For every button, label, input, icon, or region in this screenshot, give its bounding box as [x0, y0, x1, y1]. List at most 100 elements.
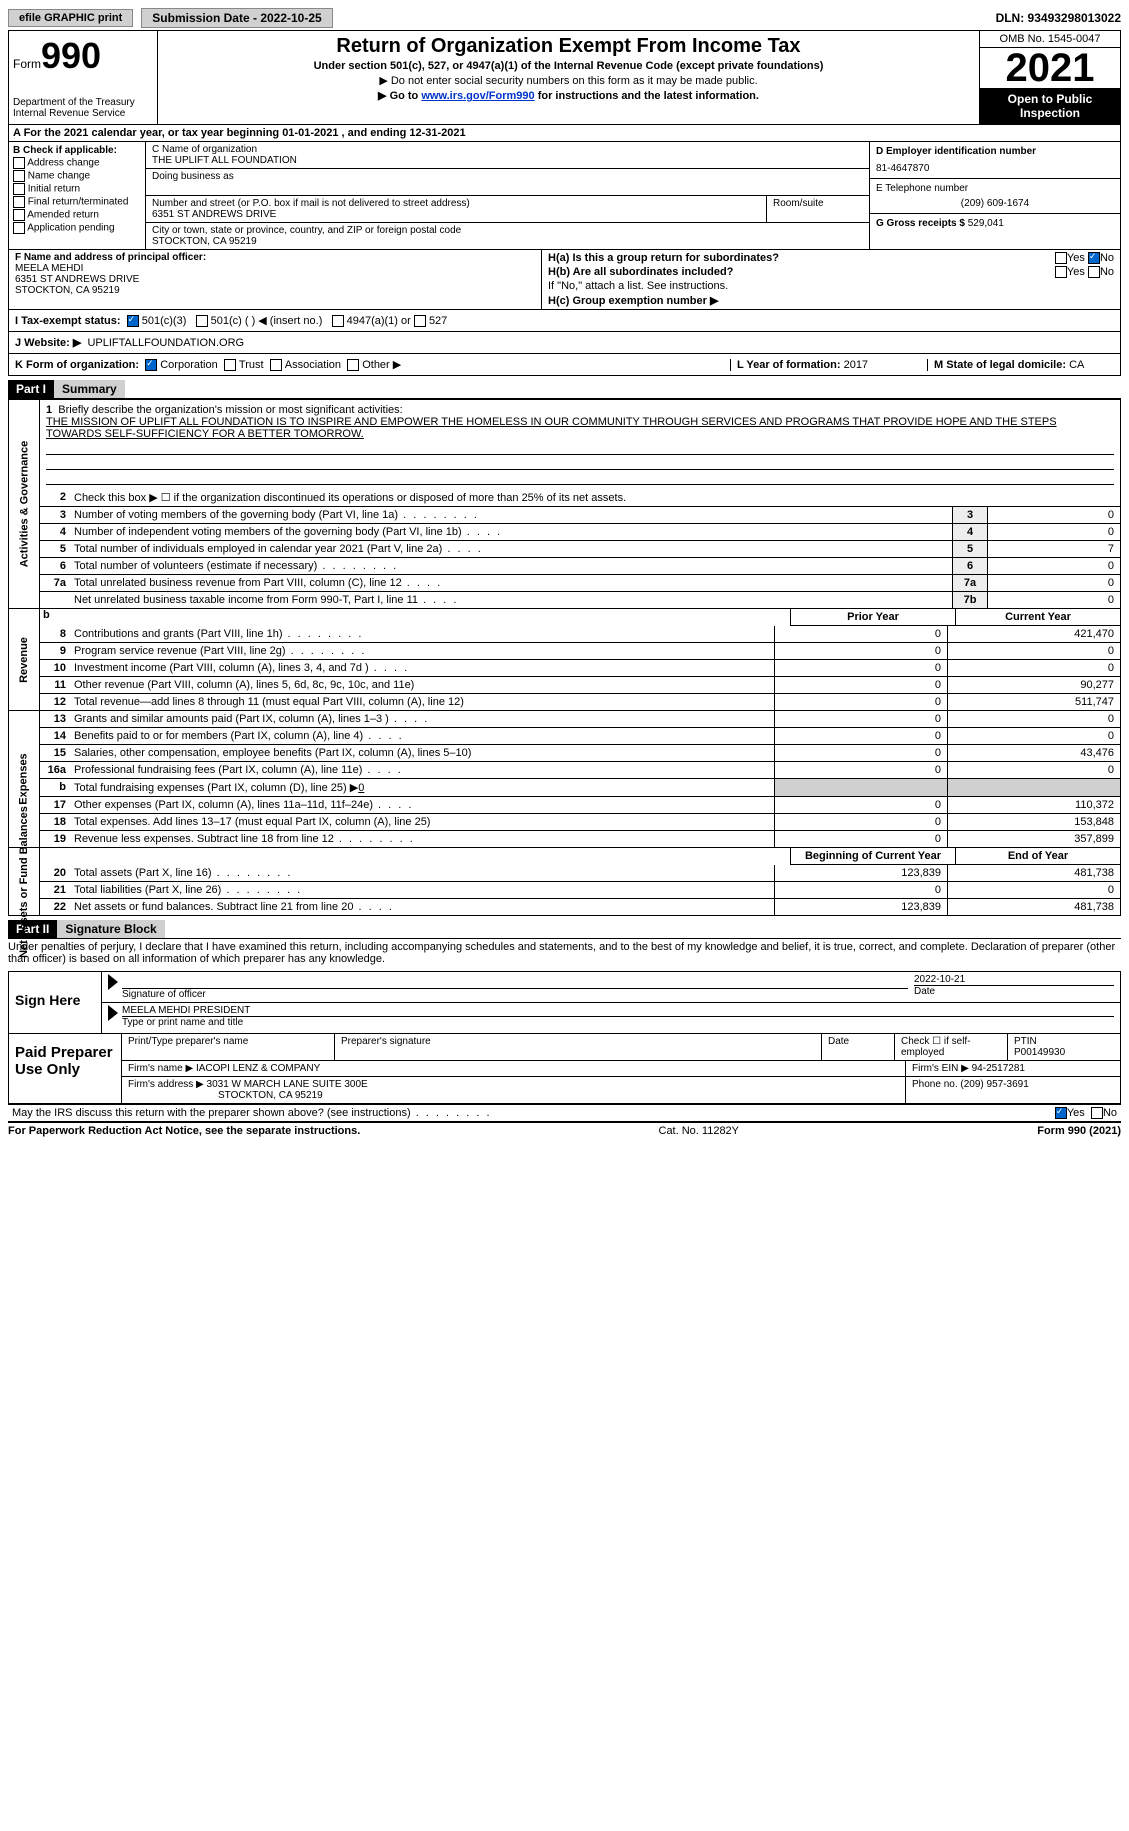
ha-yes-checkbox[interactable]: [1055, 252, 1067, 264]
line8-curr: 421,470: [947, 626, 1120, 642]
net-assets-section: Net Assets or Fund Balances Beginning of…: [8, 848, 1121, 916]
assoc-checkbox[interactable]: [270, 359, 282, 371]
line20-begin: 123,839: [774, 865, 947, 881]
header-block: Form990 Department of the Treasury Inter…: [8, 31, 1121, 125]
form-org-row: K Form of organization: Corporation Trus…: [8, 354, 1121, 376]
ptin: P00149930: [1014, 1047, 1065, 1058]
department-label: Department of the Treasury Internal Reve…: [13, 97, 153, 119]
form-subtitle-1: Under section 501(c), 527, or 4947(a)(1)…: [162, 60, 975, 72]
arrow-icon: [108, 974, 118, 990]
officer-sign-name: MEELA MEHDI PRESIDENT: [122, 1005, 1114, 1016]
line20-end: 481,738: [947, 865, 1120, 881]
line17-curr: 110,372: [947, 797, 1120, 813]
firm-phone: (209) 957-3691: [960, 1079, 1028, 1090]
ha-no-checkbox[interactable]: [1088, 252, 1100, 264]
line3-val: 0: [987, 507, 1120, 523]
line16a-curr: 0: [947, 762, 1120, 778]
part1-title: Summary: [54, 380, 125, 398]
expenses-section: Expenses 13Grants and similar amounts pa…: [8, 711, 1121, 848]
line21-end: 0: [947, 882, 1120, 898]
527-checkbox[interactable]: [414, 315, 426, 327]
column-d: D Employer identification number 81-4647…: [869, 142, 1120, 249]
other-checkbox[interactable]: [347, 359, 359, 371]
firm-addr1: 3031 W MARCH LANE SUITE 300E: [207, 1079, 368, 1090]
state-domicile: CA: [1069, 359, 1084, 371]
website-url: UPLIFTALLFOUNDATION.ORG: [87, 337, 244, 349]
footer-row: For Paperwork Reduction Act Notice, see …: [8, 1121, 1121, 1139]
part2-header: Part II: [8, 920, 57, 938]
tax-year: 2021: [980, 48, 1120, 88]
telephone: (209) 609-1674: [876, 198, 1114, 209]
firm-addr2: STOCKTON, CA 95219: [218, 1090, 323, 1101]
declaration-text: Under penalties of perjury, I declare th…: [8, 939, 1121, 967]
irs-link[interactable]: www.irs.gov/Form990: [421, 90, 534, 102]
header-right: OMB No. 1545-0047 2021 Open to Public In…: [979, 31, 1120, 124]
website-row: J Website: ▶ UPLIFTALLFOUNDATION.ORG: [8, 332, 1121, 354]
discuss-no-checkbox[interactable]: [1091, 1107, 1103, 1119]
sign-date: 2022-10-21: [914, 974, 1114, 985]
line12-curr: 511,747: [947, 694, 1120, 710]
revenue-section: Revenue bPrior YearCurrent Year 8Contrib…: [8, 609, 1121, 711]
line22-end: 481,738: [947, 899, 1120, 915]
line22-begin: 123,839: [774, 899, 947, 915]
gross-receipts: 529,041: [968, 218, 1004, 229]
org-name: THE UPLIFT ALL FOUNDATION: [152, 155, 863, 166]
arrow-icon: [108, 1005, 118, 1021]
amended-checkbox[interactable]: [13, 209, 25, 221]
form-title: Return of Organization Exempt From Incom…: [162, 35, 975, 58]
line6-val: 0: [987, 558, 1120, 574]
4947-checkbox[interactable]: [332, 315, 344, 327]
form-subtitle-2: ▶ Do not enter social security numbers o…: [162, 74, 975, 87]
line15-curr: 43,476: [947, 745, 1120, 761]
column-b: B Check if applicable: Address change Na…: [9, 142, 146, 249]
form-word: Form: [13, 57, 41, 71]
year-formation: 2017: [844, 359, 868, 371]
governance-section: Activities & Governance 1 Briefly descri…: [8, 399, 1121, 609]
officer-name: MEELA MEHDI: [15, 263, 535, 274]
part1-header: Part I: [8, 380, 54, 398]
fundraising-exp: 0: [358, 782, 364, 794]
line7a-val: 0: [987, 575, 1120, 591]
line14-curr: 0: [947, 728, 1120, 744]
501c3-checkbox[interactable]: [127, 315, 139, 327]
501c-checkbox[interactable]: [196, 315, 208, 327]
corp-checkbox[interactable]: [145, 359, 157, 371]
street-address: 6351 ST ANDREWS DRIVE: [152, 209, 760, 220]
city-state-zip: STOCKTON, CA 95219: [152, 236, 863, 247]
address-change-checkbox[interactable]: [13, 157, 25, 169]
paid-preparer-block: Paid Preparer Use Only Print/Type prepar…: [8, 1034, 1121, 1104]
line19-curr: 357,899: [947, 831, 1120, 847]
firm-ein: 94-2517281: [972, 1063, 1025, 1074]
sign-here-block: Sign Here Signature of officer 2022-10-2…: [8, 971, 1121, 1034]
tax-exempt-row: I Tax-exempt status: 501(c)(3) 501(c) ( …: [8, 310, 1121, 332]
column-c: C Name of organization THE UPLIFT ALL FO…: [146, 142, 869, 249]
hb-yes-checkbox[interactable]: [1055, 266, 1067, 278]
mid-block: F Name and address of principal officer:…: [8, 250, 1121, 310]
submission-date: Submission Date - 2022-10-25: [141, 8, 332, 28]
ein-value: 81-4647870: [876, 163, 1114, 174]
line11-curr: 90,277: [947, 677, 1120, 693]
line18-curr: 153,848: [947, 814, 1120, 830]
discuss-row: May the IRS discuss this return with the…: [8, 1104, 1121, 1121]
line9-curr: 0: [947, 643, 1120, 659]
efile-button[interactable]: efile GRAPHIC print: [8, 9, 133, 27]
officer-addr2: STOCKTON, CA 95219: [15, 285, 535, 296]
name-change-checkbox[interactable]: [13, 170, 25, 182]
line21-begin: 0: [774, 882, 947, 898]
line4-val: 0: [987, 524, 1120, 540]
initial-return-checkbox[interactable]: [13, 183, 25, 195]
hb-no-checkbox[interactable]: [1088, 266, 1100, 278]
dln-label: DLN: 93493298013022: [996, 11, 1121, 25]
line10-curr: 0: [947, 660, 1120, 676]
top-bar: efile GRAPHIC print Submission Date - 20…: [8, 8, 1121, 31]
final-return-checkbox[interactable]: [13, 196, 25, 208]
line13-curr: 0: [947, 711, 1120, 727]
app-pending-checkbox[interactable]: [13, 222, 25, 234]
discuss-yes-checkbox[interactable]: [1055, 1107, 1067, 1119]
calendar-year-row: A For the 2021 calendar year, or tax yea…: [8, 125, 1121, 142]
trust-checkbox[interactable]: [224, 359, 236, 371]
part2-title: Signature Block: [57, 920, 164, 938]
form-number: 990: [41, 35, 101, 76]
mission-text: THE MISSION OF UPLIFT ALL FOUNDATION IS …: [46, 416, 1114, 440]
officer-addr1: 6351 ST ANDREWS DRIVE: [15, 274, 535, 285]
